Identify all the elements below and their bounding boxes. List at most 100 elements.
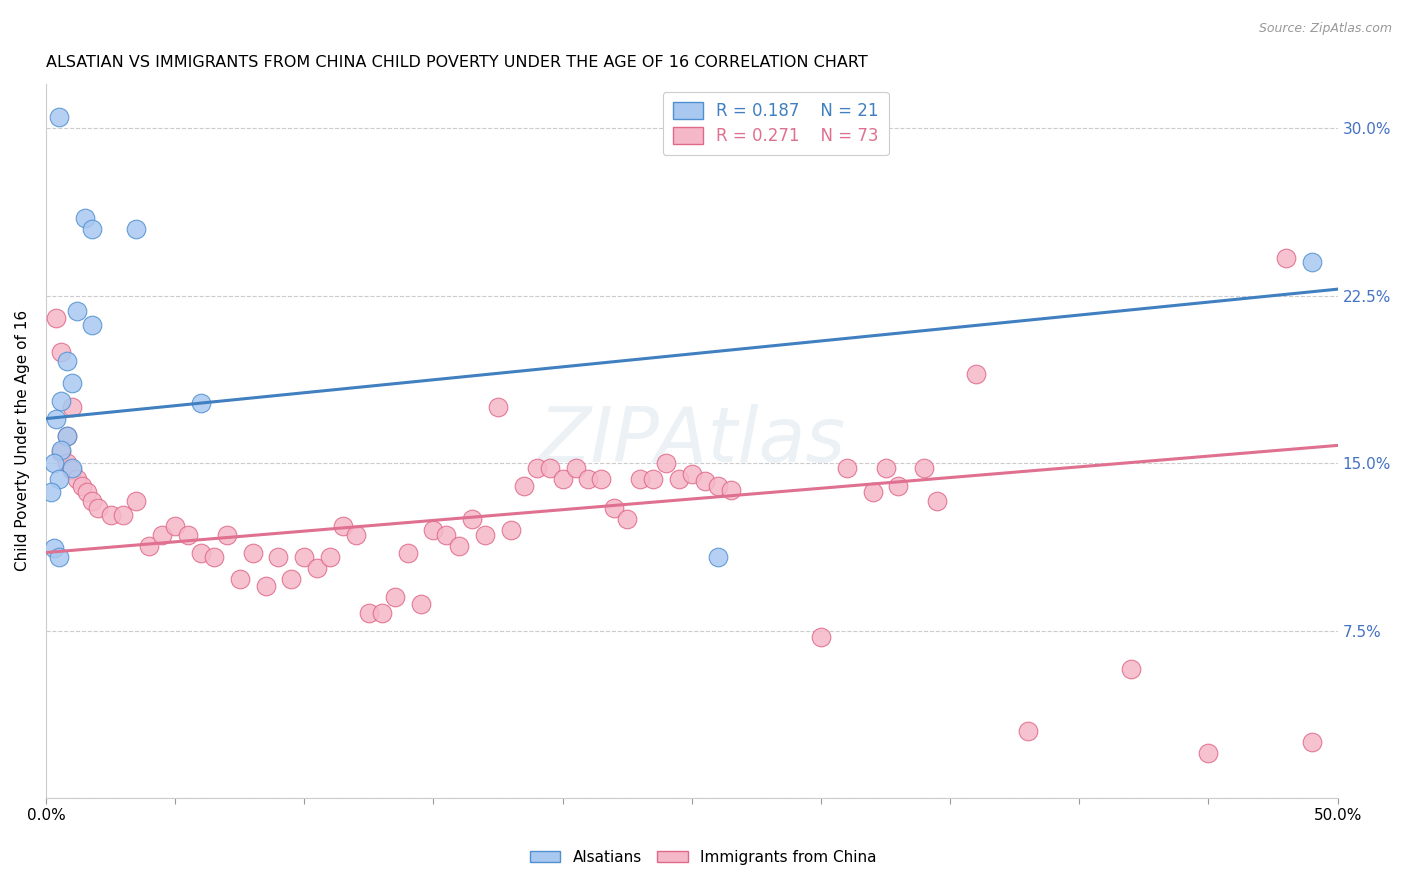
Point	[396, 545, 419, 559]
Point	[254, 579, 277, 593]
Point	[165, 518, 187, 533]
Point	[202, 549, 225, 564]
Point	[641, 472, 664, 486]
Point	[215, 527, 238, 541]
Point	[551, 472, 574, 486]
Point	[357, 606, 380, 620]
Point	[965, 367, 987, 381]
Point	[486, 401, 509, 415]
Point	[150, 527, 173, 541]
Point	[292, 549, 315, 564]
Point	[434, 527, 457, 541]
Point	[887, 478, 910, 492]
Point	[706, 478, 728, 492]
Point	[177, 527, 200, 541]
Point	[76, 485, 98, 500]
Point	[51, 393, 73, 408]
Point	[499, 523, 522, 537]
Point	[55, 353, 77, 368]
Point	[42, 456, 65, 470]
Point	[538, 460, 561, 475]
Point	[280, 572, 302, 586]
Point	[371, 606, 394, 620]
Point	[927, 494, 949, 508]
Point	[835, 460, 858, 475]
Text: Source: ZipAtlas.com: Source: ZipAtlas.com	[1258, 22, 1392, 36]
Point	[513, 478, 536, 492]
Text: ZIPAtlas: ZIPAtlas	[538, 404, 845, 478]
Point	[344, 527, 367, 541]
Point	[125, 494, 148, 508]
Point	[1119, 662, 1142, 676]
Point	[655, 456, 678, 470]
Point	[39, 485, 62, 500]
Point	[73, 211, 96, 225]
Point	[912, 460, 935, 475]
Point	[1198, 747, 1220, 761]
Y-axis label: Child Poverty Under the Age of 16: Child Poverty Under the Age of 16	[15, 310, 30, 572]
Point	[603, 500, 626, 515]
Point	[190, 545, 212, 559]
Point	[591, 472, 613, 486]
Point	[112, 508, 135, 522]
Point	[409, 597, 432, 611]
Point	[720, 483, 742, 497]
Point	[60, 376, 83, 390]
Point	[55, 429, 77, 443]
Point	[42, 541, 65, 555]
Point	[48, 472, 70, 486]
Legend: Alsatians, Immigrants from China: Alsatians, Immigrants from China	[523, 844, 883, 871]
Point	[60, 460, 83, 475]
Point	[1301, 255, 1323, 269]
Point	[55, 429, 77, 443]
Point	[616, 512, 638, 526]
Point	[45, 411, 67, 425]
Point	[862, 485, 884, 500]
Point	[810, 631, 832, 645]
Point	[138, 539, 160, 553]
Point	[1017, 724, 1039, 739]
Point	[82, 318, 104, 332]
Point	[242, 545, 264, 559]
Point	[228, 572, 250, 586]
Point	[875, 460, 897, 475]
Point	[564, 460, 586, 475]
Point	[681, 467, 703, 482]
Point	[48, 549, 70, 564]
Point	[422, 523, 444, 537]
Point	[70, 478, 93, 492]
Point	[319, 549, 342, 564]
Legend: R = 0.187    N = 21, R = 0.271    N = 73: R = 0.187 N = 21, R = 0.271 N = 73	[662, 92, 889, 155]
Point	[628, 472, 651, 486]
Point	[51, 344, 73, 359]
Point	[45, 311, 67, 326]
Point	[384, 590, 406, 604]
Point	[706, 549, 728, 564]
Point	[60, 401, 83, 415]
Point	[668, 472, 690, 486]
Point	[578, 472, 600, 486]
Point	[1301, 735, 1323, 749]
Point	[100, 508, 122, 522]
Point	[125, 222, 148, 236]
Point	[474, 527, 496, 541]
Text: ALSATIAN VS IMMIGRANTS FROM CHINA CHILD POVERTY UNDER THE AGE OF 16 CORRELATION : ALSATIAN VS IMMIGRANTS FROM CHINA CHILD …	[46, 55, 868, 70]
Point	[267, 549, 290, 564]
Point	[82, 494, 104, 508]
Point	[66, 304, 89, 318]
Point	[55, 456, 77, 470]
Point	[332, 518, 354, 533]
Point	[86, 500, 108, 515]
Point	[51, 442, 73, 457]
Point	[51, 445, 73, 459]
Point	[526, 460, 548, 475]
Point	[66, 472, 89, 486]
Point	[449, 539, 471, 553]
Point	[82, 222, 104, 236]
Point	[190, 396, 212, 410]
Point	[307, 561, 329, 575]
Point	[1275, 251, 1298, 265]
Point	[60, 463, 83, 477]
Point	[461, 512, 484, 526]
Point	[693, 474, 716, 488]
